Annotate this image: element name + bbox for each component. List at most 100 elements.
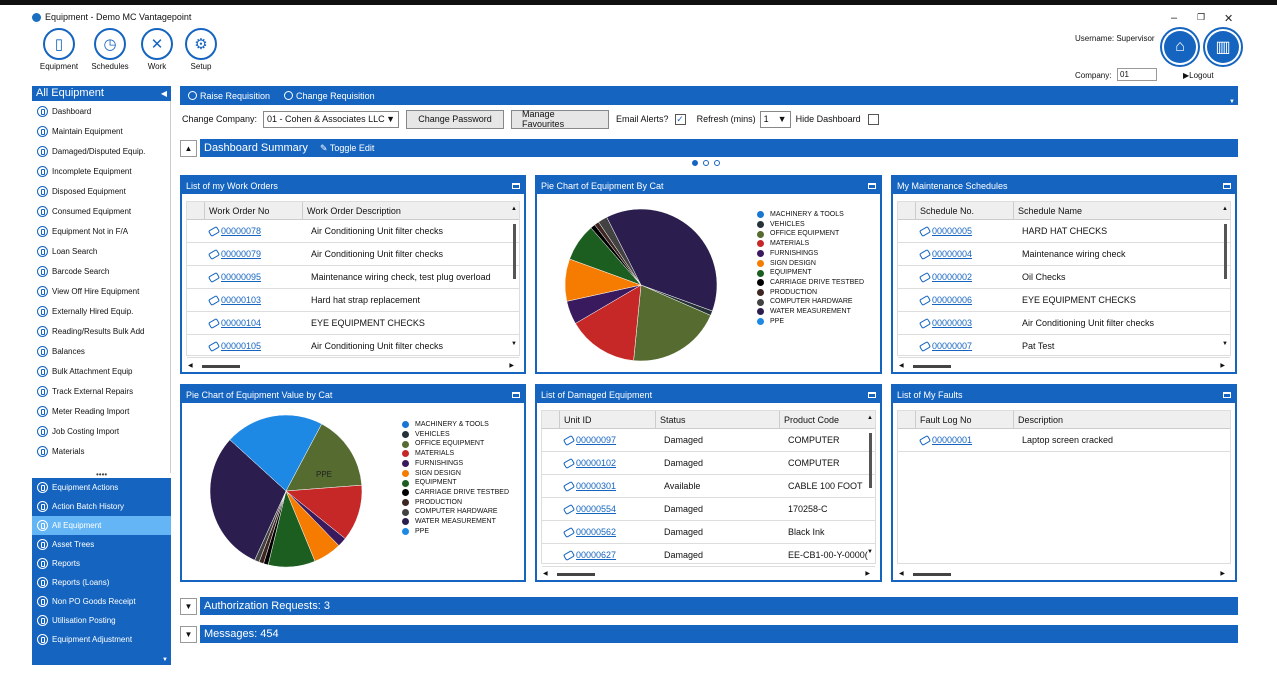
sidebar-item[interactable]: Externally Hired Equip. xyxy=(32,301,170,321)
record-link-text[interactable]: 00000007 xyxy=(932,341,973,351)
maximize-panel-icon[interactable] xyxy=(512,391,520,398)
column-header[interactable]: Status xyxy=(656,411,780,428)
horizontal-scrollbar[interactable]: ◀ ▶ xyxy=(543,571,870,577)
sidebar-bottom-item[interactable]: All Equipment xyxy=(32,516,171,535)
vertical-scrollbar[interactable]: ▲ ▼ xyxy=(867,415,873,555)
splitter-handle[interactable]: •••• xyxy=(96,470,108,479)
pie-slice-office-equipment[interactable] xyxy=(633,284,711,362)
sidebar-item[interactable]: Maintain Equipment xyxy=(32,121,170,141)
table-row[interactable]: 00000078 Air Conditioning Unit filter che… xyxy=(187,220,519,243)
record-link-text[interactable]: 00000105 xyxy=(221,341,262,351)
table-row[interactable]: 00000095 Maintenance wiring check, test p… xyxy=(187,266,519,289)
sidebar-item[interactable]: View Off Hire Equipment xyxy=(32,281,170,301)
sidebar-item[interactable]: Barcode Search xyxy=(32,261,170,281)
expand-down-icon[interactable]: ▼ xyxy=(180,597,197,615)
record-link-text[interactable]: 00000102 xyxy=(576,458,617,468)
record-link[interactable]: 00000078 xyxy=(205,220,303,242)
email-alerts-checkbox[interactable]: ✓ xyxy=(674,113,686,125)
record-link-text[interactable]: 00000562 xyxy=(576,527,617,537)
messages-bar[interactable]: ▼ Messages: 454 xyxy=(180,625,1238,643)
pager-dot-1[interactable] xyxy=(692,160,698,166)
chevron-down-icon[interactable]: ▼ xyxy=(1229,99,1235,105)
sidebar-item[interactable]: Equipment Not in F/A xyxy=(32,221,170,241)
sidebar-item[interactable]: Incomplete Equipment xyxy=(32,161,170,181)
table-row[interactable]: 00000079 Air Conditioning Unit filter che… xyxy=(187,243,519,266)
sidebar-item[interactable]: Bulk Attachment Equip xyxy=(32,361,170,381)
record-link[interactable]: 00000079 xyxy=(205,243,303,265)
record-link[interactable]: 00000627 xyxy=(560,544,656,566)
authorization-requests-bar[interactable]: ▼ Authorization Requests: 3 xyxy=(180,597,1238,615)
change-requisition-button[interactable]: Change Requisition xyxy=(284,91,375,101)
record-link[interactable]: 00000301 xyxy=(560,475,656,497)
table-row[interactable]: 00000004 Maintenance wiring check xyxy=(898,243,1230,266)
maximize-button[interactable]: ❐ xyxy=(1197,12,1206,22)
minimize-button[interactable]: – xyxy=(1171,12,1178,24)
collapse-up-icon[interactable]: ▲ xyxy=(180,139,197,157)
record-link[interactable]: 00000005 xyxy=(916,220,1014,242)
record-link-text[interactable]: 00000001 xyxy=(932,435,973,445)
record-link-text[interactable]: 00000554 xyxy=(576,504,617,514)
record-link-text[interactable]: 00000006 xyxy=(932,295,973,305)
record-link-text[interactable]: 00000103 xyxy=(221,295,262,305)
toolbar-setup-button[interactable]: ⚙ Setup xyxy=(178,28,224,71)
sidebar-item[interactable]: Track External Repairs xyxy=(32,381,170,401)
scroll-down-icon[interactable]: ▼ xyxy=(162,657,168,663)
column-header[interactable]: Unit ID xyxy=(560,411,656,428)
toolbar-schedules-button[interactable]: ◷ Schedules xyxy=(87,28,133,71)
record-link-text[interactable]: 00000005 xyxy=(932,226,973,236)
sidebar-bottom-item[interactable]: Action Batch History xyxy=(32,497,171,516)
pie-slice-water-measurement[interactable] xyxy=(606,208,718,312)
record-link[interactable]: 00000003 xyxy=(916,312,1014,334)
vertical-scrollbar[interactable]: ▲ ▼ xyxy=(511,206,517,347)
table-row[interactable]: 00000007 Pat Test xyxy=(898,335,1230,358)
column-header[interactable]: Schedule Name xyxy=(1018,205,1083,216)
maximize-panel-icon[interactable] xyxy=(868,391,876,398)
record-link[interactable]: 00000097 xyxy=(560,429,656,451)
refresh-select[interactable]: 1 ▼ xyxy=(759,110,791,128)
record-link-text[interactable]: 00000004 xyxy=(932,249,973,259)
record-link[interactable]: 00000095 xyxy=(205,266,303,288)
table-row[interactable]: 00000003 Air Conditioning Unit filter che… xyxy=(898,312,1230,335)
column-header[interactable]: Work Order Description xyxy=(307,205,401,216)
record-link[interactable]: 00000103 xyxy=(205,289,303,311)
pie-slice-ppe[interactable] xyxy=(229,414,323,492)
table-row[interactable]: 00000102 Damaged COMPUTER xyxy=(542,452,875,475)
table-row[interactable]: 00000105 Air Conditioning Unit filter che… xyxy=(187,335,519,358)
pager-dot-2[interactable] xyxy=(703,160,709,166)
table-row[interactable]: 00000554 Damaged 170258-C xyxy=(542,498,875,521)
column-header[interactable]: Work Order No xyxy=(205,202,303,219)
record-link-text[interactable]: 00000627 xyxy=(576,550,617,560)
hide-dashboard-checkbox[interactable] xyxy=(867,113,879,125)
column-header[interactable]: Product Code xyxy=(784,414,840,425)
raise-requisition-button[interactable]: Raise Requisition xyxy=(188,91,270,101)
table-row[interactable]: 00000103 Hard hat strap replacement xyxy=(187,289,519,312)
sidebar-bottom-item[interactable]: Utilisation Posting xyxy=(32,611,171,630)
record-link-text[interactable]: 00000104 xyxy=(221,318,262,328)
sidebar-bottom-item[interactable]: Asset Trees xyxy=(32,535,171,554)
company-select[interactable]: 01 - Cohen & Associates LLC ▼ xyxy=(263,110,400,128)
collapse-left-icon[interactable]: ◀ xyxy=(160,89,167,98)
record-link[interactable]: 00000554 xyxy=(560,498,656,520)
table-row[interactable]: 00000104 EYE EQUIPMENT CHECKS xyxy=(187,312,519,335)
pie-slice-water-measurement[interactable] xyxy=(209,439,287,561)
record-link-text[interactable]: 00000095 xyxy=(221,272,262,282)
table-row[interactable]: 00000562 Damaged Black Ink xyxy=(542,521,875,544)
record-link[interactable]: 00000002 xyxy=(916,266,1014,288)
table-row[interactable]: 00000627 Damaged EE-CB1-00-Y-0000( xyxy=(542,544,875,567)
home-button[interactable]: ⌂ xyxy=(1160,27,1200,67)
sidebar-bottom-item[interactable]: Reports xyxy=(32,554,171,573)
record-link[interactable]: 00000007 xyxy=(916,335,1014,357)
sidebar-item[interactable]: Dashboard xyxy=(32,101,170,121)
toolbar-work-button[interactable]: ✕ Work xyxy=(134,28,180,71)
sidebar-item[interactable]: Job Costing Import xyxy=(32,421,170,441)
sidebar-item[interactable]: Meter Reading Import xyxy=(32,401,170,421)
sidebar-item[interactable]: Reading/Results Bulk Add xyxy=(32,321,170,341)
column-header[interactable]: Description xyxy=(1018,414,1064,425)
record-link-text[interactable]: 00000301 xyxy=(576,481,617,491)
maximize-panel-icon[interactable] xyxy=(1223,182,1231,189)
change-password-button[interactable]: Change Password xyxy=(406,109,505,129)
sidebar-bottom-item[interactable]: Equipment Actions xyxy=(32,478,171,497)
expand-down-icon[interactable]: ▼ xyxy=(180,625,197,643)
sidebar-item[interactable]: Consumed Equipment xyxy=(32,201,170,221)
column-header[interactable]: Schedule No. xyxy=(916,202,1014,219)
